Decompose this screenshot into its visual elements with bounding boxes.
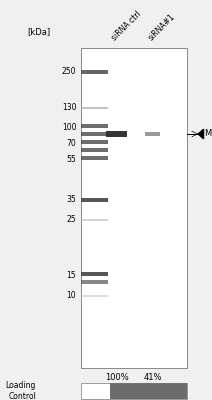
Polygon shape xyxy=(198,129,204,139)
Text: 100: 100 xyxy=(62,124,76,132)
Bar xyxy=(81,156,108,160)
Text: 100%: 100% xyxy=(105,374,128,382)
Text: 25: 25 xyxy=(67,216,76,224)
Text: [kDa]: [kDa] xyxy=(28,27,51,36)
Bar xyxy=(81,140,108,144)
Text: 41%: 41% xyxy=(143,374,162,382)
Bar xyxy=(81,218,108,222)
Bar xyxy=(81,272,108,276)
Bar xyxy=(81,48,187,368)
Text: siRNA#1: siRNA#1 xyxy=(146,12,177,42)
Text: 70: 70 xyxy=(67,140,76,148)
Text: 10: 10 xyxy=(67,292,76,300)
Bar xyxy=(81,198,108,202)
Bar xyxy=(81,280,108,284)
Bar xyxy=(110,383,187,399)
Bar xyxy=(106,131,127,137)
Text: 15: 15 xyxy=(67,272,76,280)
Bar xyxy=(81,132,108,136)
Text: Loading
Control: Loading Control xyxy=(6,381,36,400)
Text: siRNA ctrl: siRNA ctrl xyxy=(110,9,143,42)
Bar xyxy=(81,70,108,74)
Text: 130: 130 xyxy=(62,104,76,112)
Text: 35: 35 xyxy=(67,196,76,204)
Bar xyxy=(81,106,108,109)
Bar xyxy=(81,148,108,152)
Bar xyxy=(81,124,108,128)
Bar xyxy=(81,295,108,297)
Text: 250: 250 xyxy=(62,68,76,76)
Bar xyxy=(81,383,187,399)
Bar xyxy=(81,383,110,399)
Text: 55: 55 xyxy=(67,156,76,164)
Bar xyxy=(145,132,160,136)
Text: MLLT3: MLLT3 xyxy=(205,130,212,138)
